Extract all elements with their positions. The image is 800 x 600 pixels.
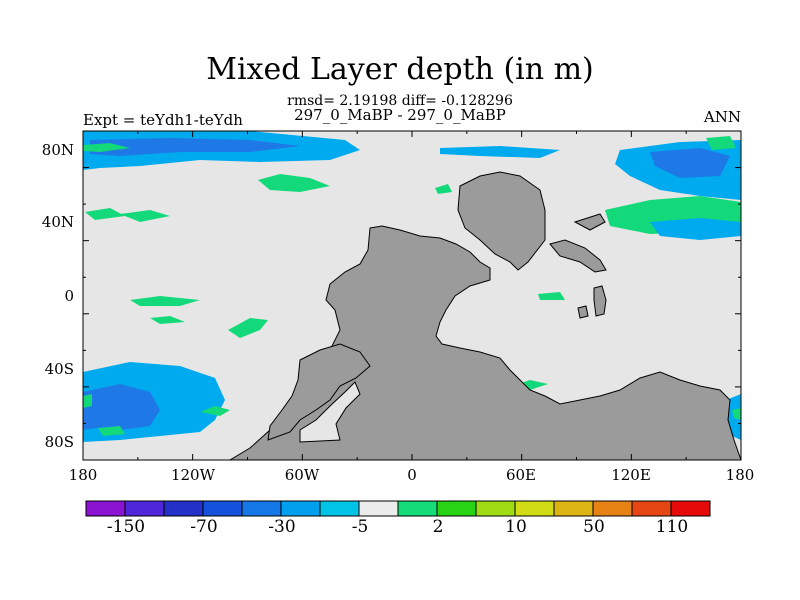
colorbar-label: -70	[190, 517, 218, 537]
lat-label-0: 0	[64, 287, 74, 305]
patch-southern-ocean-green-2	[200, 406, 230, 416]
case-difference-label: 297_0_MaBP - 297_0_MaBP	[294, 106, 506, 124]
colorbar-swatch	[514, 500, 555, 517]
land-masses	[228, 171, 742, 461]
season-label: ANN	[703, 108, 741, 126]
land-east-small-4	[577, 305, 589, 319]
land-north-block	[457, 171, 546, 271]
patch-southern-east-green	[732, 408, 741, 420]
patch-tropic-green-4	[538, 292, 565, 300]
lat-label-40n: 40N	[41, 213, 74, 231]
patch-southern-ocean-green	[98, 426, 125, 436]
axis-ticks	[82, 130, 742, 461]
colorbar-swatch	[85, 500, 126, 517]
lon-label-0: 0	[407, 466, 417, 484]
lon-label-120w: 120W	[170, 466, 216, 484]
colorbar-label: -5	[351, 517, 369, 537]
land-south-america-west	[267, 343, 371, 441]
patch-southern-ocean-core	[83, 384, 160, 430]
patch-north-atlantic-core	[90, 138, 300, 156]
patch-tropic-green-1	[130, 296, 200, 306]
lat-label-40s: 40S	[44, 360, 74, 378]
land-east-small-1	[573, 213, 606, 231]
patch-mid-lat-green-5	[435, 184, 452, 194]
lon-label-60w: 60W	[284, 466, 320, 484]
lon-label-60e: 60E	[505, 466, 537, 484]
colorbar-label: 50	[583, 517, 605, 537]
patch-mid-lat-green-2	[85, 208, 125, 220]
patch-southern-west-green	[83, 394, 92, 408]
lat-label-80n: 80N	[41, 141, 74, 159]
lon-label-180e: 180	[725, 466, 755, 484]
patch-north-pacific-green	[706, 136, 736, 150]
patch-mid-lat-green-3	[120, 210, 170, 222]
colorbar-label: 110	[655, 517, 689, 537]
colorbar-swatch	[202, 500, 243, 517]
patch-tropic-green-3	[228, 318, 268, 338]
colorbar	[85, 500, 711, 517]
colorbar-label: 10	[505, 517, 527, 537]
colorbar-label: -30	[268, 517, 296, 537]
colorbar-swatch	[319, 500, 360, 517]
land-inner-light	[299, 381, 361, 443]
plot-subtitle: rmsd= 2.19198 diff= -0.128296	[287, 93, 513, 109]
colorbar-swatch	[241, 500, 282, 517]
colorbar-swatch	[280, 500, 321, 517]
colorbar-swatch	[358, 500, 399, 517]
colorbar-swatch	[397, 500, 438, 517]
colorbar-swatch	[124, 500, 165, 517]
lat-label-80s: 80S	[44, 433, 74, 451]
colorbar-swatch	[592, 500, 633, 517]
patch-north-pacific-core	[650, 148, 730, 178]
colorbar-swatch	[436, 500, 477, 517]
colorbar-label: -150	[106, 517, 146, 537]
patch-mid-lat-green-1	[258, 174, 330, 192]
colorbar-swatch	[163, 500, 204, 517]
lon-label-120e: 120E	[611, 466, 651, 484]
land-east-small-3	[593, 285, 607, 317]
patch-arctic-green	[83, 143, 130, 152]
colorbar-label: 2	[432, 517, 444, 537]
colorbar-swatch	[553, 500, 594, 517]
colorbar-swatch	[670, 500, 711, 517]
colorbar-swatch	[475, 500, 516, 517]
lon-label-180w: 180	[68, 466, 98, 484]
patch-north-mid	[440, 146, 560, 158]
patch-tropic-green-2	[150, 316, 185, 324]
experiment-label: Expt = teYdh1-teYdh	[83, 111, 243, 129]
anomaly-patches	[83, 131, 741, 442]
colorbar-swatch	[631, 500, 672, 517]
land-east-small-2	[549, 239, 607, 273]
patch-mid-lat-blue-4	[650, 218, 741, 240]
plot-title: Mixed Layer depth (in m)	[206, 52, 594, 87]
